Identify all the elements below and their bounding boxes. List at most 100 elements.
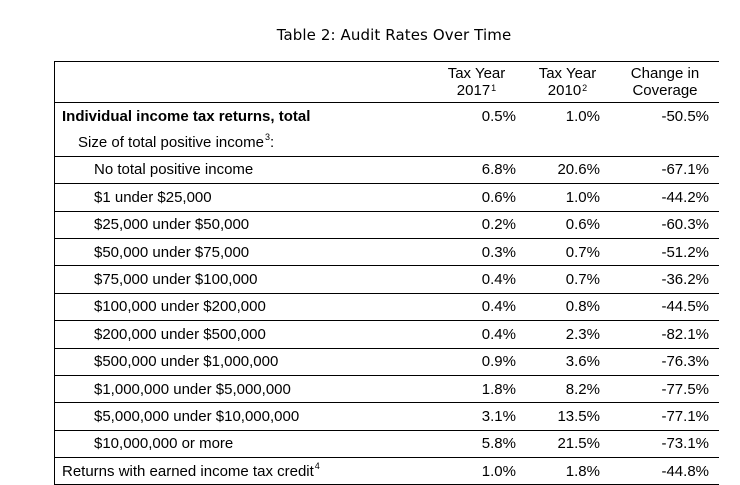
value-2010: 1.0% — [565, 107, 600, 125]
table-row: $200,000 under $500,000 0.4% 2.3% -82.1% — [54, 320, 719, 349]
row-label-text: $50,000 under $75,000 — [94, 243, 250, 261]
value-2017: 1.8% — [429, 375, 524, 404]
table-row: $100,000 under $200,000 0.4% 0.8% -44.5% — [54, 293, 719, 322]
table-row: $50,000 under $75,000 0.3% 0.7% -51.2% — [54, 238, 719, 267]
value-change: -51.2% — [611, 238, 719, 267]
table-row: $1 under $25,000 0.6% 1.0% -44.2% — [54, 183, 719, 212]
value-2010: 21.5% — [524, 430, 611, 459]
audit-rates-table-wrap: Tax Year 20171 Tax Year 20102 Change in … — [54, 61, 719, 485]
value-2010: 0.7% — [524, 265, 611, 294]
table-left-rule — [54, 61, 55, 485]
value-2017: 0.4% — [429, 320, 524, 349]
column-header-2017: Tax Year 20171 — [429, 61, 524, 103]
row-label: Size of total positive income3: — [54, 129, 429, 157]
row-label: Individual income tax returns, total — [54, 103, 429, 130]
value-2017: 6.8% — [429, 156, 524, 185]
value-2017: 5.8% — [429, 430, 524, 459]
row-label-text: $10,000,000 or more — [94, 435, 234, 453]
value-change: -44.5% — [611, 293, 719, 322]
column-header-line1: Tax Year — [447, 65, 506, 82]
value-change: -44.2% — [611, 183, 719, 212]
row-label: $500,000 under $1,000,000 — [54, 348, 429, 376]
column-header-2010: Tax Year 20102 — [524, 61, 611, 103]
value-change: -67.1% — [611, 156, 719, 185]
column-header-line1: Tax Year — [538, 65, 597, 82]
row-label-text: $1 under $25,000 — [94, 188, 212, 206]
table-bottom-stub — [54, 476, 55, 482]
value-change: -77.1% — [611, 402, 719, 431]
table-row: $1,000,000 under $5,000,000 1.8% 8.2% -77.5… — [54, 375, 719, 404]
table-row: Size of total positive income3: — [54, 129, 719, 157]
value-2017: 0.6% — [429, 183, 524, 212]
table-row: $75,000 under $100,000 0.4% 0.7% -36.2% — [54, 265, 719, 294]
value-2017 — [429, 129, 524, 157]
table-header-row: Tax Year 20171 Tax Year 20102 Change in … — [54, 61, 719, 103]
value-change: -77.5% — [611, 375, 719, 404]
table-row: Returns with earned income tax credit4 1.… — [54, 457, 719, 485]
value-change: -36.2% — [611, 265, 719, 294]
table-row: $500,000 under $1,000,000 0.9% 3.6% -76.3% — [54, 348, 719, 376]
row-label: $10,000,000 or more — [54, 430, 429, 459]
value-2010: 2.3% — [524, 320, 611, 349]
audit-rates-table: Tax Year 20171 Tax Year 20102 Change in … — [54, 61, 719, 485]
value-change: -60.3% — [611, 211, 719, 239]
row-label-text: $1,000,000 under $5,000,000 — [94, 380, 291, 398]
row-label-text: $100,000 under $200,000 — [94, 298, 266, 316]
column-header-change: Change in Coverage — [611, 61, 719, 103]
value-change: -82.1% — [611, 320, 719, 349]
footnote-marker: 3 — [264, 132, 270, 143]
row-label-text: $500,000 under $1,000,000 — [94, 353, 279, 371]
row-label: $50,000 under $75,000 — [54, 238, 429, 267]
row-label: $100,000 under $200,000 — [54, 293, 429, 322]
column-header-line2: 20102 — [524, 82, 611, 99]
row-label: Returns with earned income tax credit4 — [54, 457, 429, 485]
value-2017: 0.2% — [429, 211, 524, 239]
value-2017: 3.1% — [429, 402, 524, 431]
value-2017: 0.3% — [429, 238, 524, 267]
value-change — [611, 129, 719, 157]
table-row: $10,000,000 or more 5.8% 21.5% -73.1% — [54, 430, 719, 459]
value-2010: 0.6% — [524, 211, 611, 239]
row-label-text: $200,000 under $500,000 — [94, 325, 266, 343]
row-label: $1 under $25,000 — [54, 183, 429, 212]
row-label-text: $75,000 under $100,000 — [94, 271, 258, 289]
value-2010 — [524, 129, 611, 157]
column-header-line2: 20171 — [429, 82, 524, 99]
row-label-text: No total positive income — [94, 161, 254, 179]
table-caption: Table 2: Audit Rates Over Time — [276, 26, 512, 44]
value-2010: 1.8% — [524, 457, 611, 485]
value-change: -73.1% — [611, 430, 719, 459]
row-label-text: $25,000 under $50,000 — [94, 216, 250, 234]
table-row: $5,000,000 under $10,000,000 3.1% 13.5% -77… — [54, 402, 719, 431]
column-header-line2: Coverage — [632, 82, 698, 99]
value-change: -44.8% — [611, 457, 719, 485]
row-label-text: $5,000,000 under $10,000,000 — [94, 407, 300, 425]
value-change: -76.3% — [611, 348, 719, 376]
table-row: No total positive income 6.8% 20.6% -67.1% — [54, 156, 719, 185]
row-label: $25,000 under $50,000 — [54, 211, 429, 239]
footnote-marker: 4 — [314, 460, 320, 471]
row-label: $200,000 under $500,000 — [54, 320, 429, 349]
table-row: Individual income tax returns, total 0.5%… — [54, 103, 719, 130]
value-2017: 0.5% — [481, 107, 516, 125]
row-label: $75,000 under $100,000 — [54, 265, 429, 294]
row-label-text: Individual income tax returns, total — [62, 107, 311, 125]
row-label-suffix: : — [269, 134, 275, 152]
column-header-year: 2017 — [456, 82, 491, 99]
row-label: $1,000,000 under $5,000,000 — [54, 375, 429, 404]
column-header-year: 2010 — [547, 82, 582, 99]
value-2010: 20.6% — [524, 156, 611, 185]
column-header-line1: Change in — [630, 65, 700, 82]
value-2010: 13.5% — [524, 402, 611, 431]
row-label: No total positive income — [54, 156, 429, 185]
table-body: Individual income tax returns, total 0.5%… — [54, 103, 719, 485]
row-label: $5,000,000 under $10,000,000 — [54, 402, 429, 431]
header-empty-cell — [54, 61, 429, 103]
value-2017: 0.4% — [429, 265, 524, 294]
row-label-text: Returns with earned income tax credit — [62, 462, 314, 480]
value-2010: 8.2% — [524, 375, 611, 404]
footnote-marker: 2 — [582, 83, 588, 93]
value-2010: 1.0% — [524, 183, 611, 212]
row-label-text: Size of total positive income — [78, 134, 264, 152]
footnote-marker: 1 — [491, 83, 497, 93]
